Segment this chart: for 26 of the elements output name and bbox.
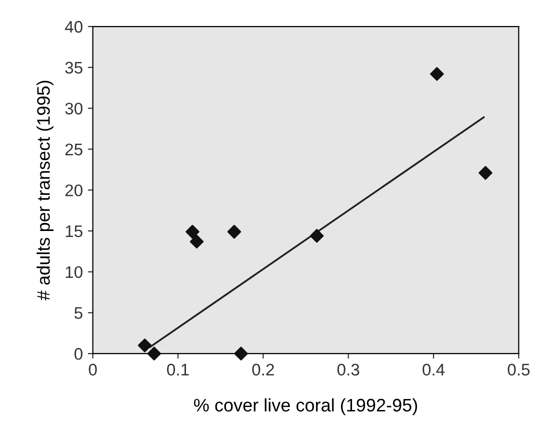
x-tick-label: 0.3 xyxy=(337,364,360,376)
x-axis-title: % cover live coral (1992-95) xyxy=(194,398,418,416)
x-tick-label: 0.4 xyxy=(422,364,445,376)
point xyxy=(430,67,444,81)
y-axis-title: # adults per transect (1995) xyxy=(36,80,54,300)
point xyxy=(190,234,204,248)
y-tick-label: 5 xyxy=(74,307,82,319)
y-tick-label: 30 xyxy=(65,102,82,114)
point xyxy=(234,346,248,361)
point xyxy=(138,338,152,352)
y-tick-label: 35 xyxy=(65,62,82,74)
point xyxy=(478,166,492,180)
y-tick-label: 25 xyxy=(65,144,82,156)
x-tick-label: 0 xyxy=(88,364,97,376)
y-tick-label: 20 xyxy=(65,184,82,196)
x-tick-label: 0.1 xyxy=(167,364,189,376)
point xyxy=(147,346,162,361)
x-tick-label: 0.5 xyxy=(508,364,530,376)
point xyxy=(186,224,200,239)
y-tick-label: 15 xyxy=(66,226,82,238)
point xyxy=(310,228,324,243)
y-tick-label: 40 xyxy=(64,20,82,33)
point xyxy=(227,224,242,239)
y-tick-label: 10 xyxy=(66,266,82,278)
y-tick-label: 0 xyxy=(74,348,82,360)
x-tick-label: 0.2 xyxy=(252,364,274,376)
